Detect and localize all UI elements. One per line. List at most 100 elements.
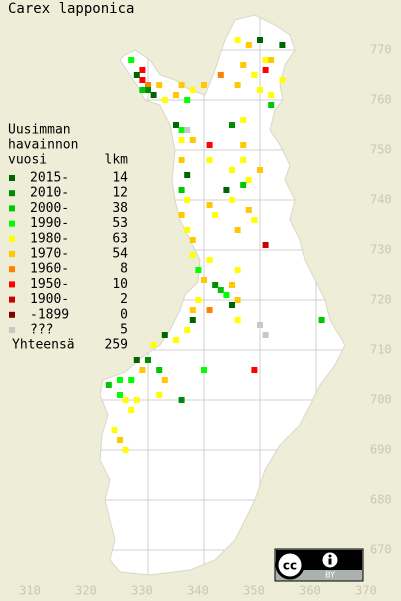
observation-square: [201, 82, 207, 88]
y-tick-label: 680: [370, 493, 392, 507]
observation-square: [240, 117, 247, 123]
observation-square: [133, 72, 140, 78]
legend-swatch: [9, 281, 15, 288]
legend-swatch: [9, 296, 15, 303]
observation-square: [201, 367, 207, 373]
legend-label: 1950-: [30, 277, 69, 292]
observation-square: [156, 367, 163, 373]
legend-total: 259: [105, 338, 128, 353]
observation-square: [139, 367, 146, 373]
legend-heading: Uusimman: [8, 123, 71, 138]
observation-square: [184, 227, 191, 233]
observation-square: [139, 87, 146, 93]
observation-square: [145, 87, 151, 93]
legend-count: 2: [120, 292, 128, 307]
legend-label: -1899: [30, 307, 69, 322]
observation-square: [111, 427, 118, 433]
observation-square: [139, 67, 146, 73]
x-tick-label: 310: [19, 584, 41, 598]
cc-circle: [275, 550, 305, 580]
observation-square: [173, 92, 179, 98]
observation-square: [240, 182, 247, 188]
observation-square: [145, 357, 151, 363]
observation-square: [229, 122, 235, 128]
observation-square: [178, 157, 185, 163]
observation-square: [178, 187, 185, 193]
y-tick-label: 770: [370, 43, 392, 57]
y-tick-label: 670: [370, 543, 392, 557]
legend-label: 1970-: [30, 247, 69, 262]
observation-square: [229, 302, 235, 308]
legend-heading: vuosi: [8, 153, 47, 168]
legend-total-label: Yhteensä: [12, 338, 75, 353]
observation-square: [178, 127, 185, 133]
x-tick-label: 320: [75, 584, 97, 598]
legend-swatch: [9, 266, 15, 273]
x-tick-label: 330: [131, 584, 153, 598]
observation-square: [262, 57, 269, 63]
observation-square: [212, 282, 219, 288]
observation-square: [156, 82, 163, 88]
observation-square: [257, 322, 263, 328]
y-tick-label: 760: [370, 93, 392, 107]
observation-square: [189, 237, 196, 243]
observation-square: [122, 447, 129, 453]
observation-square: [234, 267, 241, 273]
observation-square: [257, 87, 263, 93]
observation-square: [173, 122, 179, 128]
observation-square: [223, 292, 230, 298]
observation-square: [234, 317, 241, 323]
map-title: Carex lapponica: [8, 1, 134, 17]
by-head: [328, 554, 332, 558]
observation-square: [133, 357, 140, 363]
observation-square: [178, 212, 185, 218]
legend-count: 8: [120, 262, 128, 277]
by-body: [328, 558, 332, 565]
legend-label: 1980-: [30, 231, 69, 246]
observation-square: [156, 392, 163, 398]
observation-square: [268, 102, 275, 108]
legend-swatch: [9, 235, 15, 242]
legend-swatch: [9, 251, 15, 257]
y-tick-label: 750: [370, 143, 392, 157]
legend-count: 0: [120, 307, 128, 322]
observation-square: [240, 62, 247, 68]
observation-square: [178, 137, 185, 143]
observation-square: [240, 157, 247, 163]
observation-square: [279, 42, 286, 48]
legend-count: 14: [112, 171, 128, 186]
observation-square: [150, 342, 157, 348]
observation-square: [268, 57, 275, 63]
observation-square: [245, 177, 252, 183]
observation-square: [195, 297, 202, 303]
legend-swatch: [9, 327, 15, 333]
observation-square: [184, 97, 191, 103]
legend-count-heading: lkm: [105, 153, 129, 168]
observation-square: [206, 142, 213, 148]
observation-square: [229, 197, 235, 203]
observation-square: [279, 77, 286, 83]
observation-square: [161, 332, 168, 338]
observation-square: [189, 307, 196, 313]
y-tick-label: 700: [370, 393, 392, 407]
observation-square: [251, 217, 258, 223]
x-tick-label: 360: [299, 584, 321, 598]
y-tick-label: 740: [370, 193, 392, 207]
y-tick-label: 690: [370, 443, 392, 457]
legend-label: 1900-: [30, 292, 69, 307]
observation-square: [117, 437, 123, 443]
x-tick-label: 340: [187, 584, 209, 598]
observation-square: [234, 37, 241, 43]
observation-square: [262, 67, 269, 73]
observation-square: [145, 82, 151, 88]
observation-square: [189, 252, 196, 258]
observation-square: [133, 397, 140, 403]
observation-square: [234, 227, 241, 233]
y-tick-label: 730: [370, 243, 392, 257]
observations: [105, 37, 325, 453]
legend-count: 12: [112, 186, 128, 201]
observation-square: [161, 97, 168, 103]
